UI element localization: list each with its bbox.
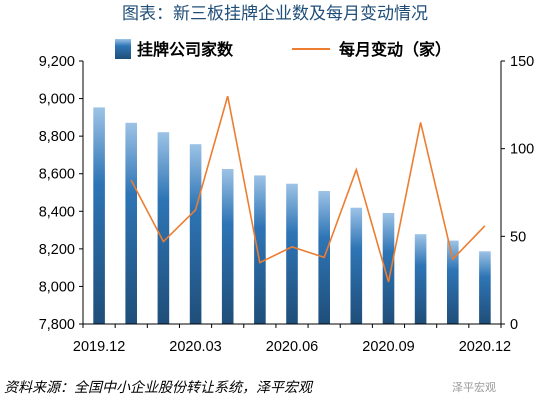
right-tick-label: 150: [510, 54, 534, 70]
legend-swatch-bar: [115, 39, 131, 59]
right-tick-label: 100: [510, 142, 534, 158]
source-note: 资料来源：全国中小企业股份转让系统，泽平宏观: [4, 380, 312, 396]
x-tick-label: 2020.12: [459, 339, 511, 355]
bar-2020.04: [221, 169, 234, 324]
x-tick-label: 2020.06: [266, 339, 318, 355]
x-tick-label: 2020.03: [169, 339, 221, 355]
left-tick-label: 8,600: [39, 167, 75, 183]
left-tick-label: 8,400: [39, 204, 75, 220]
legend-label-line: 每月变动（家）: [339, 40, 451, 59]
left-tick-label: 8,800: [39, 129, 75, 145]
line-series: [130, 95, 486, 283]
axes: 7,800 8,000 8,200 8,400 8,600 8,800 9,000 9,200…: [39, 54, 535, 355]
bar-2020.02: [157, 132, 170, 324]
legend-label-bar: 挂牌公司家数: [137, 40, 234, 59]
legend: 挂牌公司家数 每月变动（家）: [115, 39, 451, 59]
left-tick-label: 9,200: [39, 54, 75, 70]
bar-2020.08: [350, 207, 363, 324]
bar-2020.10: [414, 234, 427, 324]
bar-2020.12: [479, 251, 491, 324]
right-tick-label: 50: [510, 229, 526, 245]
left-tick-label: 8,200: [39, 242, 75, 258]
x-tick-label: 2019.12: [73, 339, 125, 355]
bar-2019.12: [93, 107, 105, 325]
chart-svg: 7,800 8,000 8,200 8,400 8,600 8,800 9,000 9,200…: [39, 39, 535, 355]
bar-series: [93, 107, 491, 325]
bar-2020.03: [189, 144, 202, 324]
bar-2020.09: [382, 213, 395, 324]
bar-2020.11: [447, 240, 459, 324]
left-tick-label: 7,800: [39, 317, 75, 333]
bar-2020.05: [254, 175, 266, 324]
x-tick-label: 2020.09: [362, 339, 414, 355]
right-tick-label: 0: [510, 317, 518, 333]
left-tick-label: 8,000: [39, 279, 75, 295]
left-tick-label: 9,000: [39, 92, 75, 108]
bar-2020.06: [286, 183, 298, 324]
bar-2020.01: [125, 122, 137, 324]
monthly-change-line: [130, 95, 486, 283]
chart-title: 图表：新三板挂牌企业数及每月变动情况: [122, 4, 428, 24]
watermark: 泽平宏观: [452, 381, 496, 394]
